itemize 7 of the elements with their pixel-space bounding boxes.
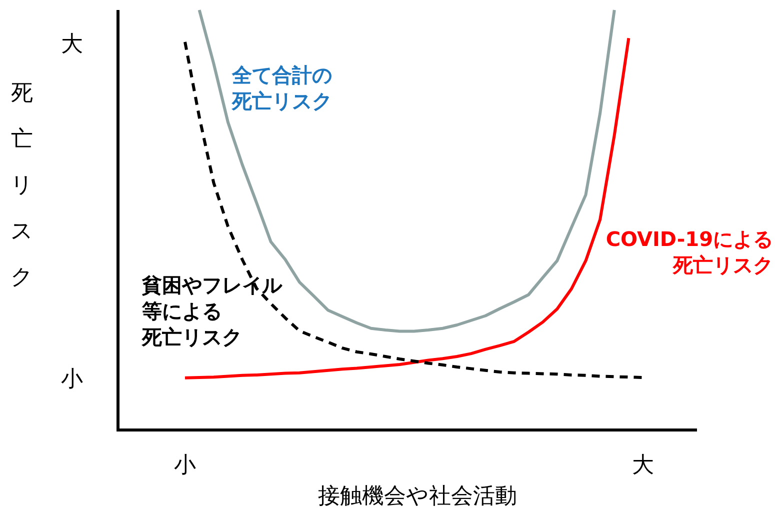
series-label: COVID-19による死亡リスク	[606, 227, 773, 277]
text: 小	[61, 367, 83, 392]
series-label: 全て合計の死亡リスク	[231, 63, 332, 113]
series-label: 貧困やフレイル等による死亡リスク	[141, 273, 283, 349]
x-axis-title: 接触機会や社会活動	[318, 484, 517, 509]
text: 死亡リスク	[10, 81, 34, 290]
text: 大	[61, 32, 83, 57]
